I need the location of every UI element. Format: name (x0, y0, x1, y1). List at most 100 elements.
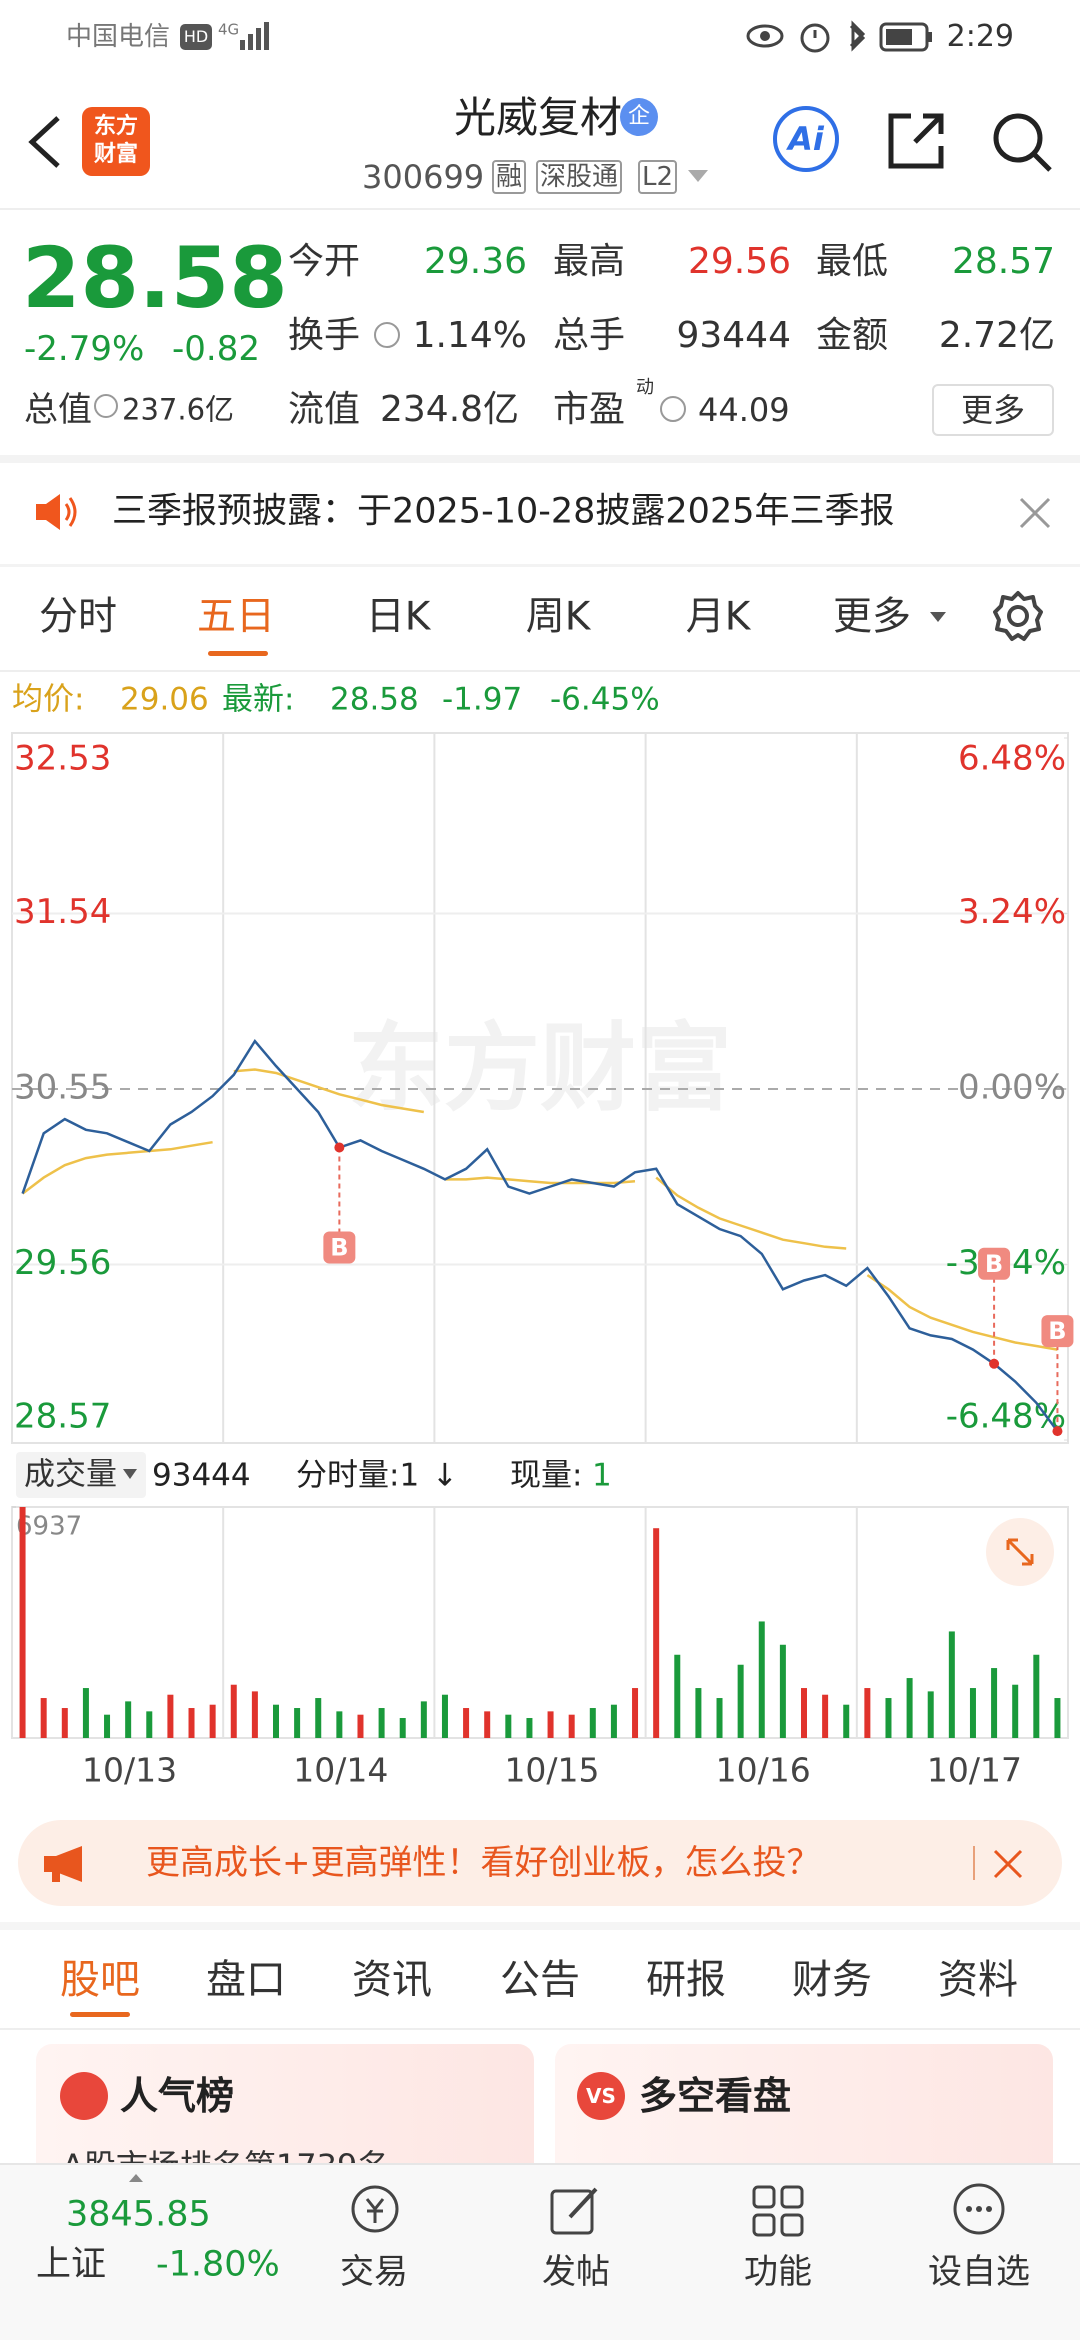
period-tab[interactable]: 更多 (832, 594, 912, 640)
avg-line (233, 1068, 425, 1114)
volume-tick-label: 6937 (16, 1512, 82, 1542)
info-icon[interactable] (374, 322, 400, 348)
clock: 2:29 (946, 19, 1014, 54)
field-label: 最高 (553, 241, 626, 282)
volume-bar (273, 1704, 279, 1738)
dropdown-arrow (123, 1469, 137, 1479)
field-value: 237.6亿 (122, 392, 235, 427)
volume-bar (969, 1688, 976, 1738)
period-tab-active[interactable]: 五日 (196, 594, 276, 640)
volume-bar (357, 1714, 364, 1738)
volume-bar (948, 1631, 955, 1738)
field-label: 换手 (288, 315, 361, 356)
now-volume-label: 现量: (510, 1457, 583, 1494)
trade-icon[interactable] (346, 2183, 404, 2235)
volume-bar (230, 1684, 237, 1738)
info-tab[interactable]: 盘口 (206, 1957, 286, 2003)
y2-tick-label: 0.00% (958, 1068, 1066, 1108)
avg-line (655, 1176, 847, 1250)
stock-code: 300699 (362, 158, 485, 196)
close-banner[interactable] (992, 1848, 1024, 1880)
field-label: 今开 (288, 241, 361, 282)
volume-bar (1033, 1654, 1040, 1738)
latest-change-pct: -6.45% (550, 681, 660, 718)
volume-bar (779, 1644, 786, 1738)
volume-bar (82, 1688, 89, 1738)
signal-icon (240, 22, 269, 50)
divider (0, 1922, 1080, 1930)
divider (0, 670, 1080, 672)
info-icon[interactable] (94, 394, 118, 418)
carrier: 中国电信 (66, 22, 171, 52)
index-value[interactable]: 3845.85 (66, 2194, 211, 2235)
y-tick-label: 30.55 (14, 1068, 111, 1108)
field-label: 总值 (24, 390, 92, 430)
volume-bar (19, 1507, 26, 1738)
y-tick-label: 32.53 (14, 739, 111, 779)
index-change[interactable]: -1.80% (156, 2244, 280, 2285)
volume-bar (801, 1688, 807, 1738)
function-icon[interactable] (750, 2183, 806, 2239)
post-icon[interactable] (548, 2183, 604, 2239)
app-logo[interactable]: 东方 财富 (82, 107, 150, 176)
sort-arrow[interactable]: ↓ (432, 1457, 458, 1494)
dropdown-arrow[interactable] (686, 168, 710, 184)
notice-text[interactable]: 三季报预披露：于2025-10-28披露2025年三季报 (112, 491, 895, 532)
info-tab[interactable]: 资讯 (352, 1957, 432, 2003)
expand-button[interactable] (986, 1518, 1054, 1586)
per-volume[interactable]: 分时量:1 (296, 1457, 420, 1494)
avg-line (445, 1176, 636, 1185)
period-tab[interactable]: 周K (525, 594, 591, 640)
logo-text: 东方 (93, 114, 139, 139)
volume-bar (885, 1698, 892, 1738)
network: 4G (218, 20, 240, 39)
info-icon[interactable] (660, 396, 686, 422)
info-tab[interactable]: 财务 (792, 1957, 872, 2003)
more-button[interactable]: 更多 (932, 384, 1054, 436)
back-button[interactable] (22, 112, 66, 172)
close-notice[interactable] (1018, 496, 1052, 530)
chart-frame (11, 732, 1069, 1444)
info-tab[interactable]: 资料 (938, 1957, 1018, 2003)
period-tab[interactable]: 日K (365, 594, 431, 640)
volume-bar (420, 1701, 427, 1738)
field-value: 1.14% (412, 315, 527, 356)
info-tab[interactable]: 研报 (646, 1957, 726, 2003)
ai-button[interactable]: Ai (773, 106, 839, 172)
card-icon: VS (577, 2072, 625, 2120)
card-icon (60, 2072, 108, 2120)
search-button[interactable] (990, 110, 1054, 174)
divider (0, 564, 1080, 567)
volume-bar (632, 1688, 639, 1738)
latest-value: 28.58 (330, 681, 419, 718)
y2-tick-label: 3.24% (958, 892, 1066, 932)
promo-banner[interactable]: 更高成长+更高弹性！看好创业板，怎么投？ (18, 1820, 1062, 1906)
volume-bar (40, 1698, 47, 1738)
volume-selector[interactable]: 成交量 (16, 1452, 146, 1498)
volume-bar (1012, 1684, 1019, 1738)
index-name[interactable]: 上证 (36, 2244, 107, 2285)
volume-bar (589, 1708, 596, 1738)
y2-tick-label: 6.48% (958, 739, 1066, 779)
watchlist-icon[interactable] (951, 2181, 1007, 2237)
period-tab[interactable]: 分时 (38, 594, 118, 640)
status-icons (746, 20, 932, 53)
dropdown-arrow (930, 612, 946, 622)
settings-button[interactable] (992, 590, 1044, 642)
change: -0.82 (172, 329, 260, 369)
info-tab[interactable]: 公告 (500, 1957, 580, 2003)
share-button[interactable] (885, 110, 947, 172)
latest-change: -1.97 (442, 681, 523, 718)
marker-label: B (1048, 1317, 1066, 1345)
info-tab-active[interactable]: 股吧 (60, 1957, 140, 2003)
pe-superscript: 动 (636, 377, 654, 398)
latest-label: 最新: (222, 681, 295, 718)
nav-label[interactable]: 功能 (744, 2252, 812, 2292)
nav-label[interactable]: 发帖 (542, 2252, 610, 2292)
volume-bar (1054, 1698, 1061, 1738)
period-tab[interactable]: 月K (685, 594, 751, 640)
field-value: 29.56 (687, 241, 791, 282)
now-volume: 1 (592, 1457, 612, 1494)
nav-label[interactable]: 设自选 (928, 2252, 1030, 2292)
nav-label[interactable]: 交易 (340, 2252, 408, 2292)
